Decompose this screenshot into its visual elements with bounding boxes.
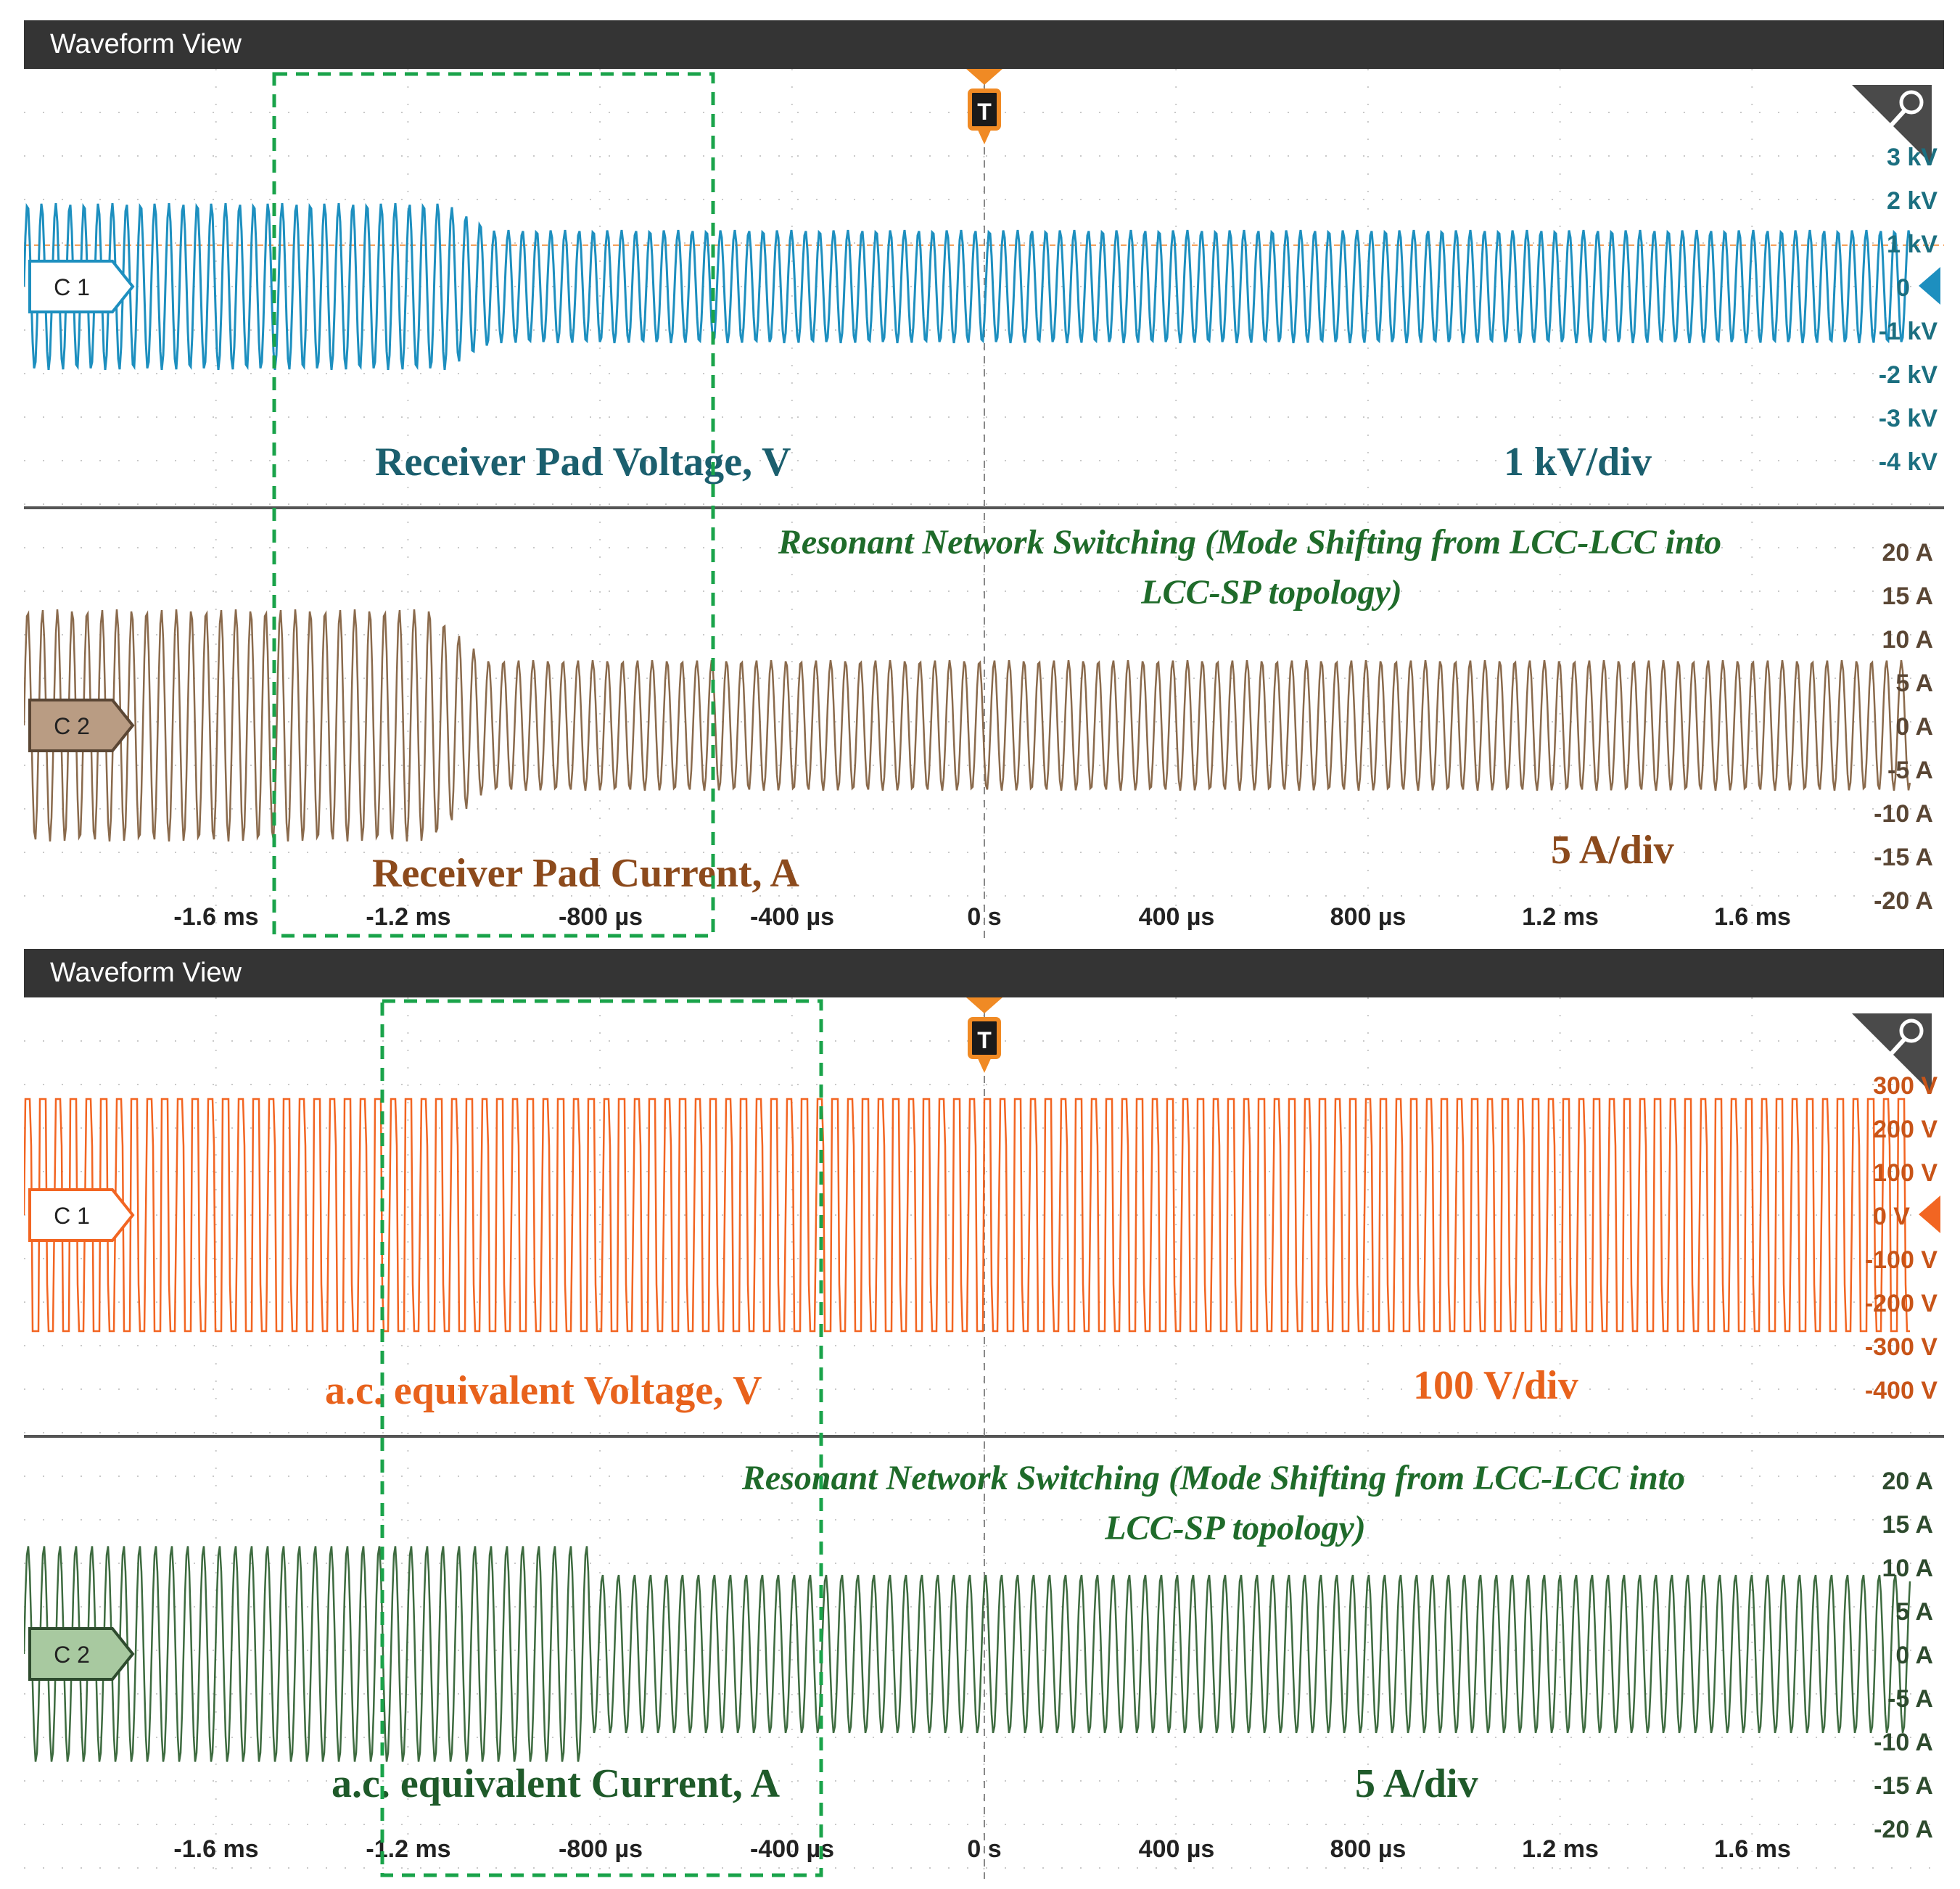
svg-text:-800 µs: -800 µs	[559, 903, 643, 931]
channel-2-badge[interactable]: C 2	[28, 699, 135, 752]
mode-shift-annotation-line-2-2: LCC-SP topology)	[1104, 1509, 1366, 1547]
channel-1-scale-label-2: 100 V/div	[1413, 1363, 1578, 1408]
channel-1-offset-arrow-2[interactable]	[1919, 1195, 1940, 1233]
svg-text:3 kV: 3 kV	[1887, 144, 1938, 171]
svg-text:100 V: 100 V	[1873, 1159, 1938, 1187]
waveform-view-title-bar-2: Waveform View	[24, 949, 1944, 997]
channel-1-signal-label-2: a.c. equivalent Voltage, V	[325, 1368, 762, 1413]
svg-text:-3 kV: -3 kV	[1879, 405, 1938, 432]
mode-shift-annotation-line-1-2: Resonant Network Switching (Mode Shiftin…	[741, 1459, 1685, 1497]
channel-1-badge-label-2: C 1	[54, 1203, 90, 1229]
svg-text:-400 V: -400 V	[1865, 1377, 1938, 1404]
svg-text:10 A: 10 A	[1882, 626, 1933, 654]
channel-1-signal-label: Receiver Pad Voltage, V	[375, 440, 791, 485]
svg-text:400 µs: 400 µs	[1139, 1835, 1215, 1863]
svg-text:5 A: 5 A	[1895, 1598, 1933, 1626]
zoom-icon[interactable]	[1852, 85, 1932, 165]
svg-text:2 kV: 2 kV	[1887, 187, 1938, 215]
trigger-label-2: T	[977, 1027, 992, 1053]
svg-text:-15 A: -15 A	[1874, 844, 1933, 871]
svg-text:-10 A: -10 A	[1874, 1729, 1933, 1756]
time-axis-labels-2: -1.6 ms -1.2 ms -800 µs -400 µs 0 s 400 …	[173, 1835, 1791, 1863]
waveform-view-title-2: Waveform View	[50, 958, 242, 988]
waveform-view-bottom[interactable]: T C 1 C 2 a.c. equivalent Voltage, V 100…	[24, 997, 1944, 1879]
svg-text:-1.2 ms: -1.2 ms	[366, 903, 450, 931]
svg-text:0: 0	[1896, 274, 1910, 302]
svg-text:0 A: 0 A	[1895, 1642, 1933, 1669]
channel-1-axis-labels-2: 300 V 200 V 100 V 0 V -100 V -200 V -300…	[1865, 1072, 1938, 1404]
channel-1-badge-2[interactable]: C 1	[28, 1188, 135, 1242]
svg-text:-100 V: -100 V	[1865, 1246, 1938, 1274]
svg-text:1.2 ms: 1.2 ms	[1522, 1835, 1599, 1863]
channel-1-badge-label: C 1	[54, 274, 90, 300]
svg-text:400 µs: 400 µs	[1139, 903, 1215, 931]
svg-text:10 A: 10 A	[1882, 1555, 1933, 1582]
svg-text:0 s: 0 s	[967, 1835, 1001, 1863]
channel-1-badge[interactable]: C 1	[28, 260, 135, 313]
trigger-marker[interactable]: T	[966, 69, 1002, 144]
waveform-c2	[24, 609, 1911, 841]
channel-1-offset-arrow[interactable]	[1919, 267, 1940, 305]
svg-text:200 V: 200 V	[1873, 1116, 1938, 1143]
svg-text:1.6 ms: 1.6 ms	[1714, 903, 1791, 931]
transition-highlight-box-2	[380, 999, 823, 1877]
channel-2-badge-label: C 2	[54, 713, 90, 739]
svg-text:0 V: 0 V	[1873, 1203, 1910, 1230]
svg-text:-1 kV: -1 kV	[1879, 318, 1938, 345]
svg-text:-1.6 ms: -1.6 ms	[173, 1835, 258, 1863]
channel-1-scale-label: 1 kV/div	[1504, 440, 1652, 485]
svg-text:1 kV: 1 kV	[1887, 231, 1938, 258]
svg-text:-15 A: -15 A	[1874, 1772, 1933, 1800]
channel-2-signal-label: Receiver Pad Current, A	[372, 851, 799, 896]
svg-text:-1.6 ms: -1.6 ms	[173, 903, 258, 931]
svg-text:-10 A: -10 A	[1874, 800, 1933, 828]
svg-text:-300 V: -300 V	[1865, 1333, 1938, 1361]
channel-2-scale-label-2: 5 A/div	[1355, 1761, 1478, 1806]
svg-text:800 µs: 800 µs	[1330, 903, 1407, 931]
svg-text:20 A: 20 A	[1882, 539, 1933, 567]
svg-text:-4 kV: -4 kV	[1879, 448, 1938, 476]
mode-shift-annotation-line-1: Resonant Network Switching (Mode Shiftin…	[778, 523, 1721, 561]
mode-shift-annotation-line-2: LCC-SP topology)	[1140, 573, 1402, 612]
channel-2-signal-label-2: a.c. equivalent Current, A	[332, 1761, 781, 1806]
svg-text:20 A: 20 A	[1882, 1468, 1933, 1495]
waveform-c2-2	[24, 1546, 1911, 1762]
svg-text:-5 A: -5 A	[1887, 1685, 1933, 1713]
zoom-icon-2[interactable]	[1852, 1013, 1932, 1093]
svg-text:-2 kV: -2 kV	[1879, 361, 1938, 389]
channel-2-badge-2[interactable]: C 2	[28, 1627, 135, 1681]
channel-2-axis-labels: 20 A 15 A 10 A 5 A 0 A -5 A -10 A -15 A …	[1874, 539, 1933, 915]
svg-text:300 V: 300 V	[1873, 1072, 1938, 1100]
channel-2-axis-labels-2: 20 A 15 A 10 A 5 A 0 A -5 A -10 A -15 A …	[1874, 1468, 1933, 1843]
svg-text:1.6 ms: 1.6 ms	[1714, 1835, 1791, 1863]
svg-text:15 A: 15 A	[1882, 1511, 1933, 1539]
svg-text:15 A: 15 A	[1882, 583, 1933, 610]
waveform-c1-2	[24, 1098, 1910, 1333]
svg-text:-1.2 ms: -1.2 ms	[366, 1835, 450, 1863]
svg-text:-400 µs: -400 µs	[750, 903, 834, 931]
svg-text:-800 µs: -800 µs	[559, 1835, 643, 1863]
waveform-view-title-bar: Waveform View	[24, 20, 1944, 69]
svg-text:0 A: 0 A	[1895, 713, 1933, 741]
transition-highlight-box	[272, 72, 715, 938]
channel-1-axis-labels: 3 kV 2 kV 1 kV 0 -1 kV -2 kV -3 kV -4 kV	[1879, 144, 1938, 476]
svg-text:1.2 ms: 1.2 ms	[1522, 903, 1599, 931]
waveform-view-top[interactable]: T C 1 C 2 Receiver Pad Voltage, V 1 kV/d…	[24, 69, 1944, 939]
svg-text:0 s: 0 s	[967, 903, 1001, 931]
channel-2-badge-label-2: C 2	[54, 1642, 90, 1668]
svg-text:-20 A: -20 A	[1874, 887, 1933, 915]
time-axis-labels: -1.6 ms -1.2 ms -800 µs -400 µs 0 s 400 …	[173, 903, 1791, 931]
channel-2-scale-label: 5 A/div	[1551, 828, 1674, 873]
svg-text:-20 A: -20 A	[1874, 1816, 1933, 1843]
trigger-label: T	[977, 99, 992, 125]
svg-text:800 µs: 800 µs	[1330, 1835, 1407, 1863]
waveform-c1	[24, 202, 1911, 371]
trigger-marker-2[interactable]: T	[966, 997, 1002, 1073]
svg-text:-5 A: -5 A	[1887, 757, 1933, 784]
svg-text:5 A: 5 A	[1895, 670, 1933, 697]
svg-text:-200 V: -200 V	[1865, 1290, 1938, 1317]
waveform-view-title: Waveform View	[50, 29, 242, 59]
